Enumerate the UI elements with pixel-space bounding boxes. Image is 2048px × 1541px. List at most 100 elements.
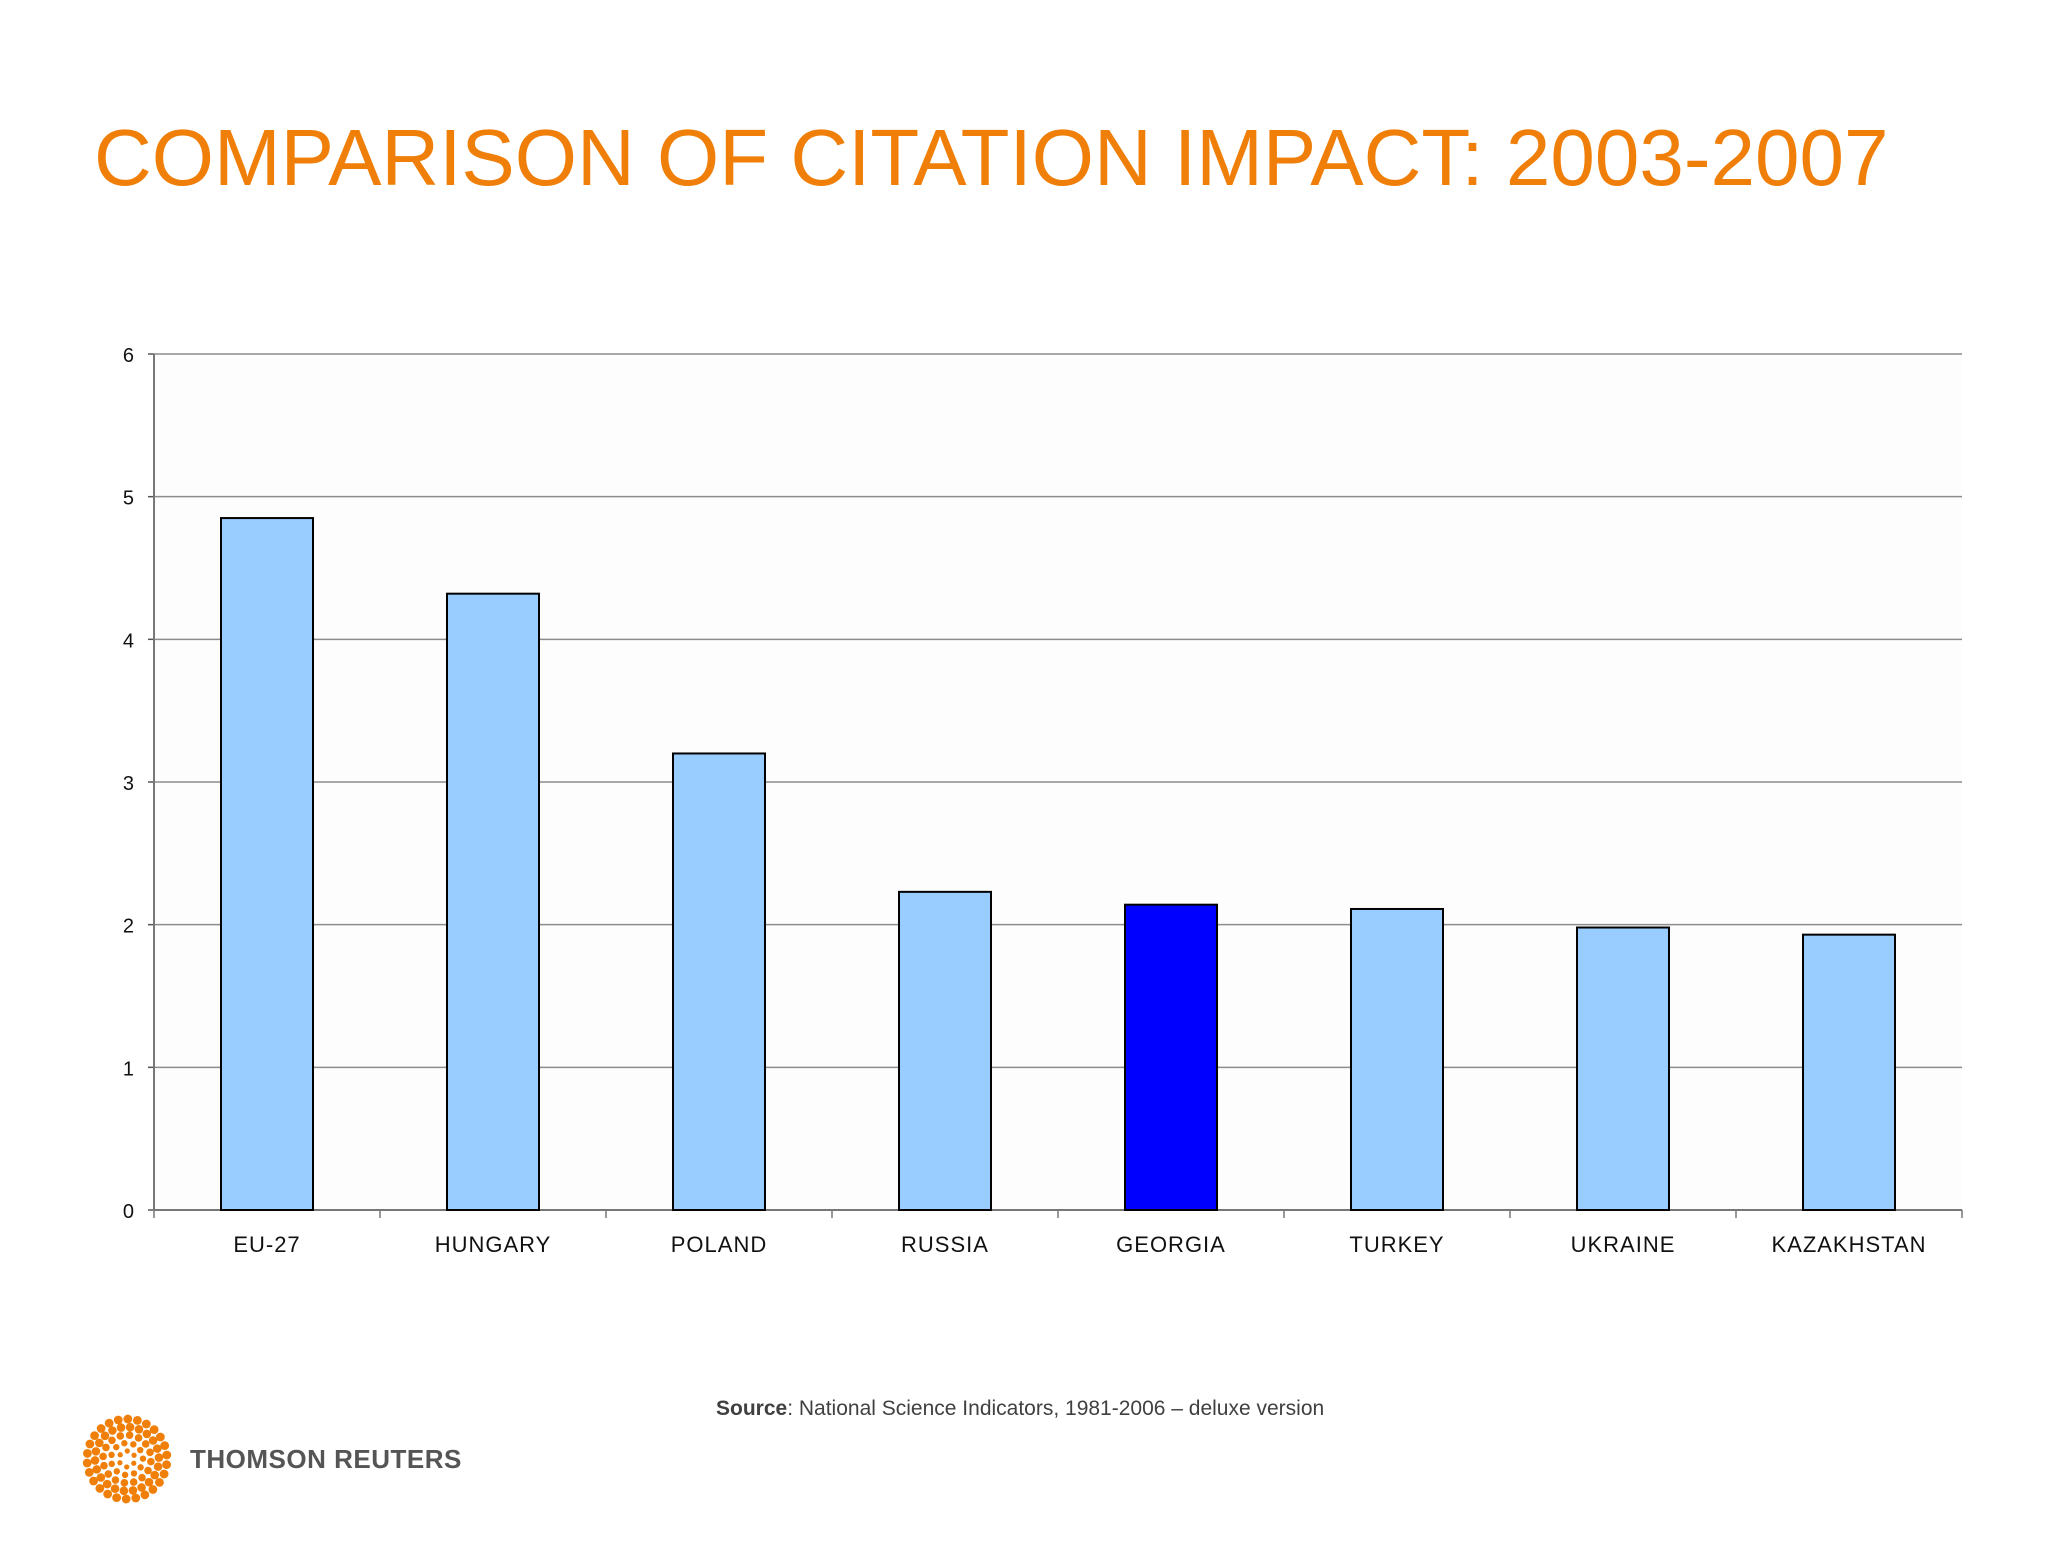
logo-dot bbox=[108, 1460, 115, 1468]
logo-dot bbox=[116, 1423, 126, 1432]
logo-dot bbox=[113, 1443, 120, 1451]
logo-dot bbox=[113, 1415, 123, 1425]
logo-dot bbox=[112, 1493, 122, 1503]
bar-russia bbox=[898, 890, 992, 1211]
logo-dot bbox=[147, 1457, 155, 1466]
logo-dot bbox=[89, 1476, 99, 1486]
logo-dot bbox=[148, 1436, 158, 1445]
x-tick-label: KAZAKHSTAN bbox=[1771, 1232, 1926, 1257]
logo-dot bbox=[134, 1425, 144, 1434]
logo-dot bbox=[125, 1422, 135, 1432]
logo-dot bbox=[96, 1424, 106, 1433]
bar-poland bbox=[672, 752, 766, 1211]
bar-hungary bbox=[446, 592, 540, 1211]
logo-dot bbox=[116, 1432, 125, 1440]
logo-dot bbox=[160, 1441, 170, 1451]
logo-dot bbox=[124, 1464, 130, 1470]
logo-dot bbox=[83, 1448, 92, 1458]
logo-dot bbox=[137, 1464, 144, 1471]
logo-dot bbox=[84, 1467, 94, 1477]
bar-kazakhstan bbox=[1802, 933, 1896, 1211]
logo-dot bbox=[152, 1444, 162, 1453]
logo-dot bbox=[132, 1415, 142, 1425]
logo-dot bbox=[144, 1466, 152, 1475]
logo-dot bbox=[108, 1436, 116, 1445]
logo-dot bbox=[100, 1431, 110, 1441]
x-tick-label: UKRAINE bbox=[1571, 1232, 1676, 1257]
x-tick-label: GEORGIA bbox=[1116, 1232, 1226, 1257]
logo-dot bbox=[138, 1473, 146, 1482]
logo-dot bbox=[95, 1438, 104, 1448]
logo-dot bbox=[117, 1452, 123, 1458]
y-tick-label: 0 bbox=[123, 1201, 134, 1223]
logo-dot bbox=[129, 1478, 138, 1486]
logo-dot bbox=[121, 1494, 131, 1504]
source-label: Source bbox=[716, 1397, 788, 1420]
logo-dot bbox=[108, 1426, 117, 1435]
logo-dot bbox=[137, 1446, 144, 1454]
logo-dot bbox=[120, 1479, 129, 1487]
logo-dot bbox=[140, 1490, 150, 1500]
logo-dot bbox=[137, 1483, 146, 1492]
bar-eu-27 bbox=[220, 517, 314, 1211]
logo-dot bbox=[121, 1471, 129, 1479]
logo-dot bbox=[130, 1470, 138, 1477]
thomson-reuters-logo-icon bbox=[82, 1414, 172, 1504]
brand-name: THOMSON REUTERS bbox=[190, 1444, 462, 1474]
logo-dot bbox=[139, 1455, 147, 1462]
logo-dot bbox=[159, 1469, 169, 1479]
logo-dot bbox=[150, 1470, 159, 1480]
logo-dot bbox=[131, 1460, 137, 1466]
logo-dot bbox=[130, 1441, 137, 1448]
y-tick-label: 5 bbox=[123, 488, 134, 510]
logo-dot bbox=[155, 1432, 165, 1442]
logo-dot bbox=[124, 1448, 130, 1454]
x-tick-label: EU-27 bbox=[233, 1232, 300, 1257]
y-tick-label: 1 bbox=[123, 1058, 134, 1080]
logo-dot bbox=[117, 1460, 123, 1466]
source-note: Source: National Science Indicators, 198… bbox=[716, 1397, 1324, 1421]
logo-dot bbox=[100, 1461, 108, 1470]
logo-dot bbox=[85, 1439, 95, 1449]
logo-dot bbox=[148, 1485, 158, 1494]
logo-dot bbox=[90, 1456, 100, 1465]
logo-dot bbox=[92, 1465, 102, 1474]
logo-dot bbox=[142, 1429, 152, 1439]
logo-dot bbox=[153, 1462, 163, 1471]
logo-dot bbox=[141, 1440, 150, 1448]
logo-dot bbox=[82, 1458, 92, 1468]
logo-dot bbox=[91, 1447, 101, 1456]
x-tick-label: HUNGARY bbox=[435, 1232, 552, 1257]
bar-georgia bbox=[1124, 903, 1218, 1212]
logo-dot bbox=[131, 1493, 141, 1503]
logo-dot bbox=[110, 1484, 120, 1493]
y-tick-label: 2 bbox=[123, 916, 134, 938]
logo-dot bbox=[121, 1440, 128, 1447]
bar-turkey bbox=[1350, 907, 1444, 1211]
x-tick-label: POLAND bbox=[671, 1232, 767, 1257]
logo-dot bbox=[134, 1434, 143, 1442]
logo-dot bbox=[111, 1476, 120, 1484]
logo-dot bbox=[144, 1477, 154, 1487]
logo-dot bbox=[108, 1451, 115, 1459]
logo-dot bbox=[162, 1450, 172, 1460]
logo-dot bbox=[104, 1470, 113, 1478]
logo-dot bbox=[154, 1453, 164, 1462]
logo-dot bbox=[131, 1452, 137, 1458]
logo-dot bbox=[102, 1479, 112, 1489]
logo-dot bbox=[146, 1448, 154, 1457]
logo-dot bbox=[102, 1443, 110, 1452]
x-tick-label: TURKEY bbox=[1349, 1232, 1444, 1257]
logo-dot bbox=[119, 1486, 129, 1496]
y-tick-label: 6 bbox=[123, 345, 134, 367]
y-tick-label: 4 bbox=[123, 630, 134, 652]
logo-dot bbox=[125, 1431, 134, 1439]
logo-dot bbox=[99, 1452, 107, 1461]
logo-dot bbox=[128, 1486, 138, 1495]
logo-dot bbox=[104, 1418, 114, 1428]
logo-dot bbox=[123, 1414, 133, 1424]
logo-dot bbox=[141, 1419, 151, 1429]
logo-dot bbox=[155, 1478, 164, 1487]
